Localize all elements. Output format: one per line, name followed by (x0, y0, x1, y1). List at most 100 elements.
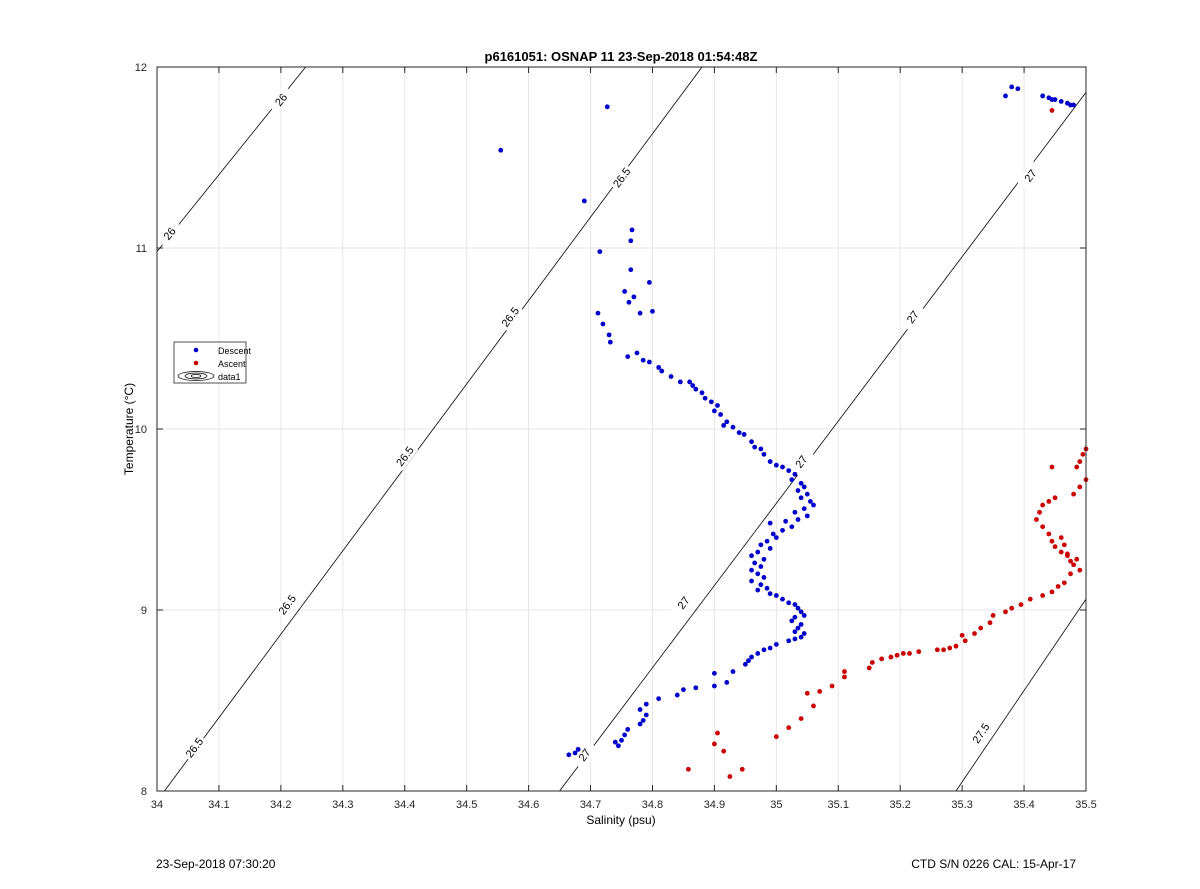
descent-point (767, 546, 773, 551)
ascent-point (685, 766, 691, 772)
ascent-point (1049, 589, 1055, 595)
descent-point (811, 502, 816, 508)
contour-label-mask (155, 219, 183, 249)
ascent-point (1058, 549, 1064, 555)
ascent-point (1040, 524, 1046, 530)
descent-point (807, 499, 813, 504)
contour-label-mask (180, 732, 208, 763)
ascent-point (1049, 108, 1055, 113)
descent-point (622, 732, 627, 738)
descent-point (773, 535, 779, 540)
contour-line (559, 92, 1087, 792)
descent-point (749, 553, 754, 559)
descent-point (789, 524, 795, 530)
descent-point (755, 651, 761, 656)
descent-point (712, 670, 717, 676)
legend-contour-icon (177, 371, 215, 381)
ascent-point (715, 730, 720, 736)
ascent-point (972, 631, 977, 636)
descent-point (801, 484, 807, 490)
descent-point (699, 390, 705, 396)
ascent-point (1049, 538, 1055, 544)
ascent-point (804, 690, 810, 696)
descent-point (767, 591, 773, 597)
contour-label-mask (1016, 161, 1044, 191)
contour-line (955, 598, 1087, 792)
descent-point (798, 495, 804, 501)
ascent-point (1074, 556, 1080, 562)
x-tick-label: 34.9 (704, 799, 725, 811)
x-tick-label: 34.5 (456, 799, 477, 811)
ascent-point (1068, 558, 1073, 564)
legend-data1-label: data1 (218, 372, 241, 382)
legend-descent-marker (193, 347, 199, 353)
x-tick-label: 34.6 (518, 799, 539, 811)
x-tick-label: 35.2 (889, 799, 910, 811)
descent-point (801, 506, 807, 512)
legend-box (173, 341, 247, 384)
descent-point (650, 308, 655, 314)
ascent-point (1077, 567, 1083, 573)
data-points (498, 84, 1089, 779)
ascent-point (959, 632, 965, 638)
descent-point (755, 587, 761, 593)
descent-point (786, 600, 792, 606)
contour-line (164, 66, 703, 792)
descent-point (749, 654, 754, 660)
y-axis-ticks: 8 9 10 11 12 (135, 62, 1086, 798)
ascent-point (907, 651, 912, 656)
descent-point (659, 368, 665, 374)
ascent-point (978, 625, 984, 631)
descent-point (789, 477, 795, 483)
descent-point (668, 374, 674, 379)
descent-point (755, 571, 761, 577)
descent-point (1015, 86, 1021, 92)
descent-point (804, 513, 810, 519)
descent-point (801, 613, 807, 618)
ascent-point (869, 660, 875, 665)
descent-point (674, 692, 680, 698)
descent-point (607, 339, 613, 345)
contour-label: 26 (162, 226, 179, 243)
descent-point (752, 444, 758, 450)
ascent-point (1027, 596, 1033, 602)
descent-point (780, 596, 785, 602)
descent-point (789, 618, 795, 624)
descent-point (773, 641, 779, 647)
descent-point (643, 701, 649, 707)
descent-point (597, 249, 603, 255)
x-axis-ticks: 34 34.1 34.2 34.3 34.4 34.5 34.6 34.7 34.8 34.9 35… (151, 67, 1097, 811)
contour-label-mask (496, 302, 524, 332)
descent-point (736, 430, 742, 436)
ascent-point (1068, 571, 1073, 577)
descent-point (749, 567, 754, 573)
ascent-point (1052, 495, 1058, 501)
descent-point (767, 459, 773, 464)
descent-point (656, 365, 662, 370)
descent-point (595, 310, 601, 316)
ascent-point (1065, 551, 1070, 557)
y-tick-label: 10 (135, 424, 147, 436)
footer-timestamp: 23-Sep-2018 07:30:20 (156, 857, 276, 871)
descent-point (687, 379, 693, 385)
contour-label: 26 (273, 92, 290, 109)
descent-point (721, 422, 727, 428)
descent-point (780, 464, 785, 470)
descent-point (626, 299, 632, 305)
descent-point (693, 386, 699, 392)
contour-label-mask (670, 588, 697, 618)
descent-point (622, 289, 627, 294)
descent-point (572, 750, 578, 756)
descent-point (1009, 84, 1015, 90)
grid (156, 66, 1087, 792)
y-tick-label: 9 (141, 605, 147, 617)
descent-point (758, 542, 764, 548)
x-tick-label: 35.1 (828, 799, 849, 811)
x-tick-label: 34.7 (580, 799, 601, 811)
ascent-point (987, 620, 993, 626)
descent-point (770, 531, 776, 537)
descent-point (752, 560, 758, 566)
y-tick-label: 12 (135, 62, 147, 74)
ascent-point (1037, 509, 1042, 515)
descent-point (758, 582, 764, 588)
